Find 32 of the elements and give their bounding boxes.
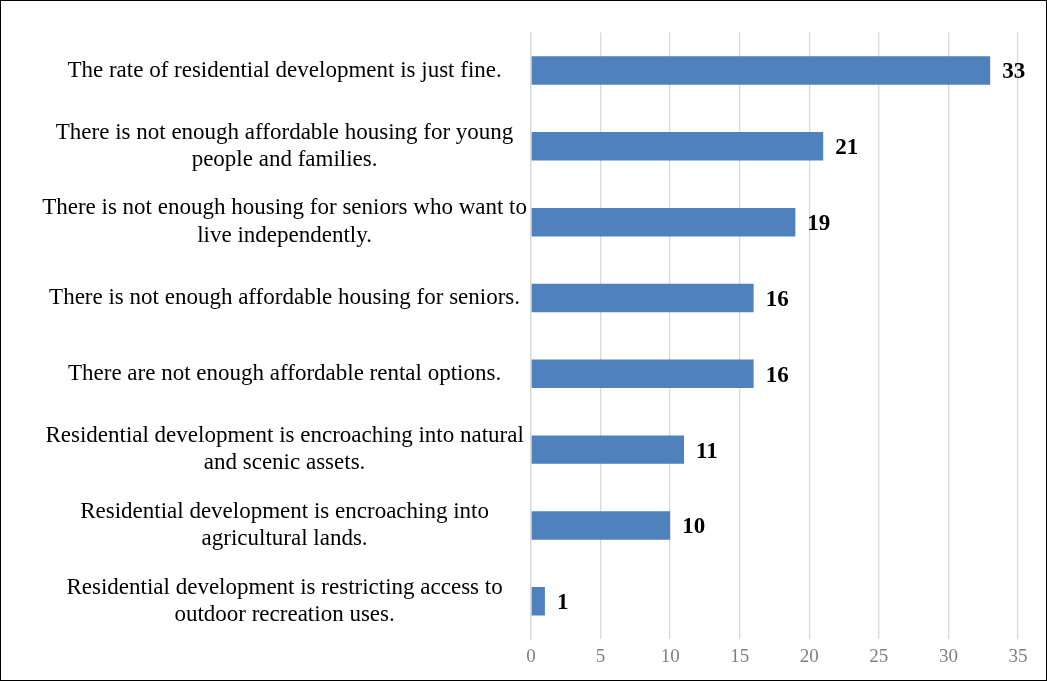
data-label: 1 — [556, 589, 569, 615]
x-tick-label: 35 — [1008, 644, 1028, 666]
y-tick-label: There is not enough affordable housing for young people and families. — [55, 118, 514, 172]
data-label: 16 — [765, 285, 789, 311]
data-label: 16 — [765, 361, 789, 387]
data-label: 11 — [696, 437, 718, 463]
x-tick-label: 15 — [730, 644, 750, 666]
x-tick-label: 5 — [595, 644, 606, 666]
y-tick-label: There is not enough housing for seniors who want to live independently. — [42, 194, 527, 248]
bar — [531, 56, 991, 85]
bar — [531, 132, 824, 161]
bar — [531, 511, 671, 540]
bar — [531, 587, 545, 616]
x-tick-label: 30 — [938, 644, 958, 666]
y-tick-label: There is not enough affordable housing for seniors. — [49, 284, 521, 310]
x-tick-label: 25 — [869, 644, 889, 666]
y-tick-label: Residential development is encroaching into agricultural lands. — [80, 497, 489, 551]
data-label: 19 — [807, 210, 831, 236]
y-tick-label: The rate of residential development is just fine. — [67, 56, 502, 82]
data-label: 21 — [835, 134, 859, 160]
x-tick-label: 20 — [799, 644, 819, 666]
bar — [531, 283, 754, 313]
y-tick-label: Residential development is encroaching into natural and scenic assets. — [45, 421, 524, 475]
bar — [531, 359, 754, 389]
y-tick-label: There are not enough affordable rental options. — [67, 359, 502, 385]
x-tick-label: 10 — [660, 644, 680, 666]
bar — [531, 207, 796, 237]
data-label: 10 — [682, 513, 706, 539]
x-tick-label: 0 — [526, 644, 536, 666]
data-label: 33 — [1002, 58, 1026, 84]
y-tick-label: Residential development is restricting access to outdoor recreation uses. — [66, 573, 503, 627]
bar — [531, 435, 685, 464]
